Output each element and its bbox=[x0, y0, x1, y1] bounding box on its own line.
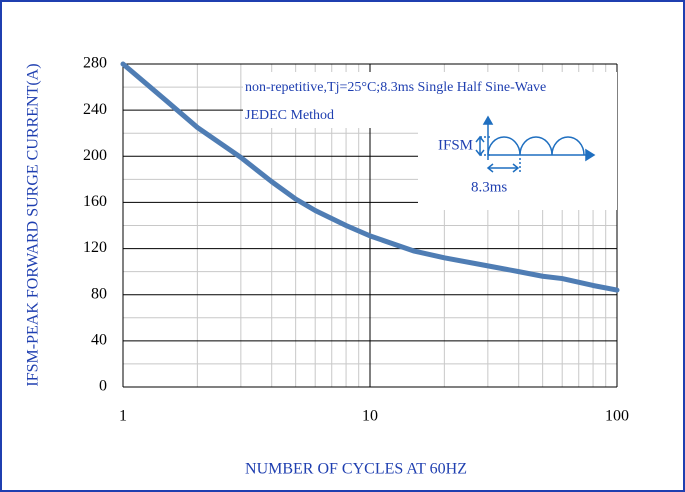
y-axis-label: IFSM-PEAK FORWARD SURGE CURRENT(A) bbox=[25, 63, 42, 386]
y-tick-label: 240 bbox=[83, 101, 107, 118]
x-tick-label: 100 bbox=[605, 408, 629, 425]
annotation: JEDEC Method bbox=[245, 108, 334, 123]
line bbox=[120, 61, 620, 293]
y-tick-label: 160 bbox=[83, 193, 107, 210]
x-tick-label: 10 bbox=[362, 408, 378, 425]
x-axis-label: NUMBER OF CYCLES AT 60HZ bbox=[245, 461, 467, 478]
annotation-box bbox=[243, 72, 617, 128]
x-tick-label: 1 bbox=[119, 408, 127, 425]
y-tick-label: 200 bbox=[83, 147, 107, 164]
annotation: 8.3ms bbox=[471, 179, 507, 195]
y-tick-label: 120 bbox=[83, 239, 107, 256]
y-tick-label: 280 bbox=[83, 55, 107, 72]
y-tick-label: 40 bbox=[91, 332, 107, 349]
y-tick-label: 80 bbox=[91, 285, 107, 302]
curve-group bbox=[120, 61, 620, 293]
annotation: non-repetitive,Tj=25°C;8.3ms Single Half… bbox=[245, 80, 546, 95]
waveform bbox=[475, 115, 596, 173]
y-tick-label: 0 bbox=[99, 378, 107, 395]
annotation: IFSM bbox=[438, 137, 473, 153]
